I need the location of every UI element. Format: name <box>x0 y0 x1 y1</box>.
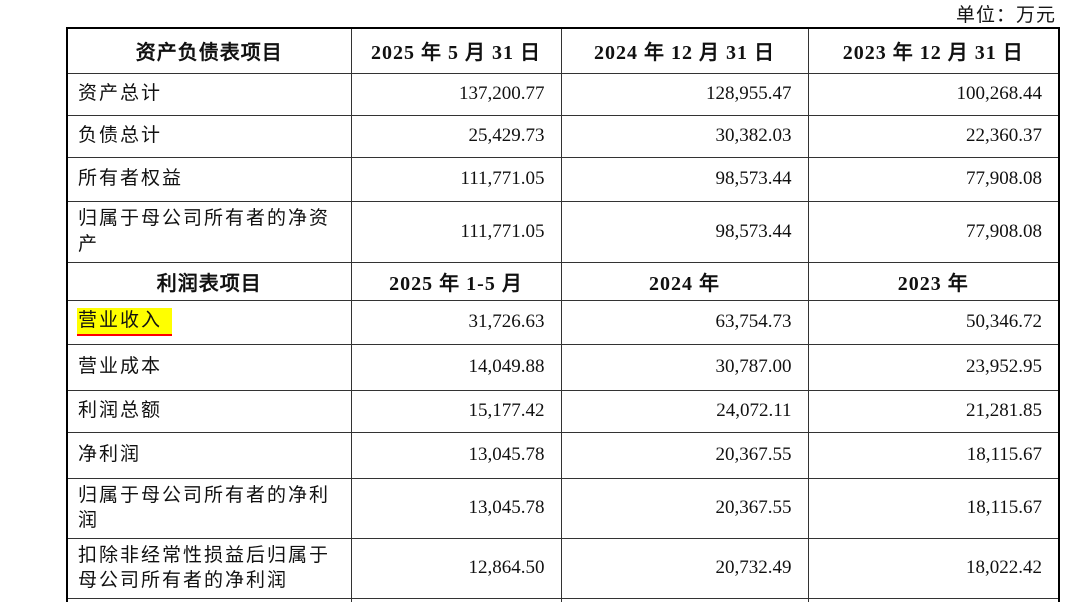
table-row: 营业成本 14,049.88 30,787.00 23,952.95 <box>66 343 1060 391</box>
section-title-cell: 利润表项目 <box>66 261 352 301</box>
row-label-cell: 营业成本 <box>66 343 352 391</box>
row-label-cell: 归属于母公司所有者的净利润 <box>66 477 352 539</box>
value-cell: 24,072.11 <box>560 389 809 433</box>
empty-cell <box>560 598 809 602</box>
row-label-cell: 扣除非经常性损益后归属于母公司所有者的净利润 <box>66 537 352 600</box>
value-cell: 137,200.77 <box>350 72 562 116</box>
period-header-cell: 2024 年 12 月 31 日 <box>560 27 809 74</box>
value-cell: 50,346.72 <box>807 299 1060 345</box>
empty-cell <box>807 598 1060 602</box>
value-cell: 100,268.44 <box>807 72 1060 116</box>
period-header-cell: 2025 年 1-5 月 <box>350 261 562 301</box>
value-cell: 22,360.37 <box>807 114 1060 158</box>
section-title-cell: 资产负债表项目 <box>66 27 352 74</box>
table-row: 营业收入 31,726.63 63,754.73 50,346.72 <box>66 299 1060 345</box>
period-header-cell: 2023 年 <box>807 261 1060 301</box>
value-cell: 23,952.95 <box>807 343 1060 391</box>
financial-summary-table: 资产负债表项目 2025 年 5 月 31 日 2024 年 12 月 31 日 20… <box>66 27 1060 602</box>
value-cell: 111,771.05 <box>350 156 562 202</box>
table-row: 所有者权益 111,771.05 98,573.44 77,908.08 <box>66 156 1060 202</box>
value-cell: 21,281.85 <box>807 389 1060 433</box>
empty-cell <box>66 598 352 602</box>
value-cell: 77,908.08 <box>807 200 1060 263</box>
value-cell: 30,382.03 <box>560 114 809 158</box>
row-label-cell: 所有者权益 <box>66 156 352 202</box>
row-label-cell: 营业收入 <box>66 299 352 345</box>
table-row: 负债总计 25,429.73 30,382.03 22,360.37 <box>66 114 1060 158</box>
row-label-cell: 利润总额 <box>66 389 352 433</box>
table-row: 资产总计 137,200.77 128,955.47 100,268.44 <box>66 72 1060 116</box>
value-cell: 63,754.73 <box>560 299 809 345</box>
row-label-cell: 净利润 <box>66 431 352 479</box>
table-header-row: 资产负债表项目 2025 年 5 月 31 日 2024 年 12 月 31 日 20… <box>66 27 1060 74</box>
unit-label: 单位：万元 <box>955 5 1056 26</box>
value-cell: 12,864.50 <box>350 537 562 600</box>
row-label-cell: 归属于母公司所有者的净资产 <box>66 200 352 263</box>
value-cell: 18,022.42 <box>807 537 1060 600</box>
value-cell: 25,429.73 <box>350 114 562 158</box>
value-cell: 18,115.67 <box>807 477 1060 539</box>
period-header-cell: 2024 年 <box>560 261 809 301</box>
value-cell: 13,045.78 <box>350 431 562 479</box>
row-label-cell: 负债总计 <box>66 114 352 158</box>
value-cell: 18,115.67 <box>807 431 1060 479</box>
value-cell: 98,573.44 <box>560 156 809 202</box>
table-row: 归属于母公司所有者的净利润 13,045.78 20,367.55 18,115.67 <box>66 477 1060 539</box>
value-cell: 14,049.88 <box>350 343 562 391</box>
period-header-cell: 2025 年 5 月 31 日 <box>350 27 562 74</box>
value-cell: 31,726.63 <box>350 299 562 345</box>
value-cell: 77,908.08 <box>807 156 1060 202</box>
highlighted-text: 营业收入 <box>77 308 173 336</box>
period-header-cell: 2023 年 12 月 31 日 <box>807 27 1060 74</box>
table-row: 净利润 13,045.78 20,367.55 18,115.67 <box>66 431 1060 479</box>
value-cell: 111,771.05 <box>350 200 562 263</box>
table-row: 归属于母公司所有者的净资产 111,771.05 98,573.44 77,908.0… <box>66 200 1060 263</box>
partial-clipped-row <box>66 598 1060 602</box>
value-cell: 98,573.44 <box>560 200 809 263</box>
value-cell: 13,045.78 <box>350 477 562 539</box>
empty-cell <box>350 598 562 602</box>
value-cell: 30,787.00 <box>560 343 809 391</box>
row-label-cell: 资产总计 <box>66 72 352 116</box>
financial-summary-table-body: 资产负债表项目 2025 年 5 月 31 日 2024 年 12 月 31 日 20… <box>66 27 1060 602</box>
value-cell: 15,177.42 <box>350 389 562 433</box>
value-cell: 20,367.55 <box>560 431 809 479</box>
value-cell: 128,955.47 <box>560 72 809 116</box>
table-row: 扣除非经常性损益后归属于母公司所有者的净利润 12,864.50 20,732.49… <box>66 537 1060 600</box>
value-cell: 20,367.55 <box>560 477 809 539</box>
value-cell: 20,732.49 <box>560 537 809 600</box>
table-header-row: 利润表项目 2025 年 1-5 月 2024 年 2023 年 <box>66 261 1060 301</box>
table-row: 利润总额 15,177.42 24,072.11 21,281.85 <box>66 389 1060 433</box>
